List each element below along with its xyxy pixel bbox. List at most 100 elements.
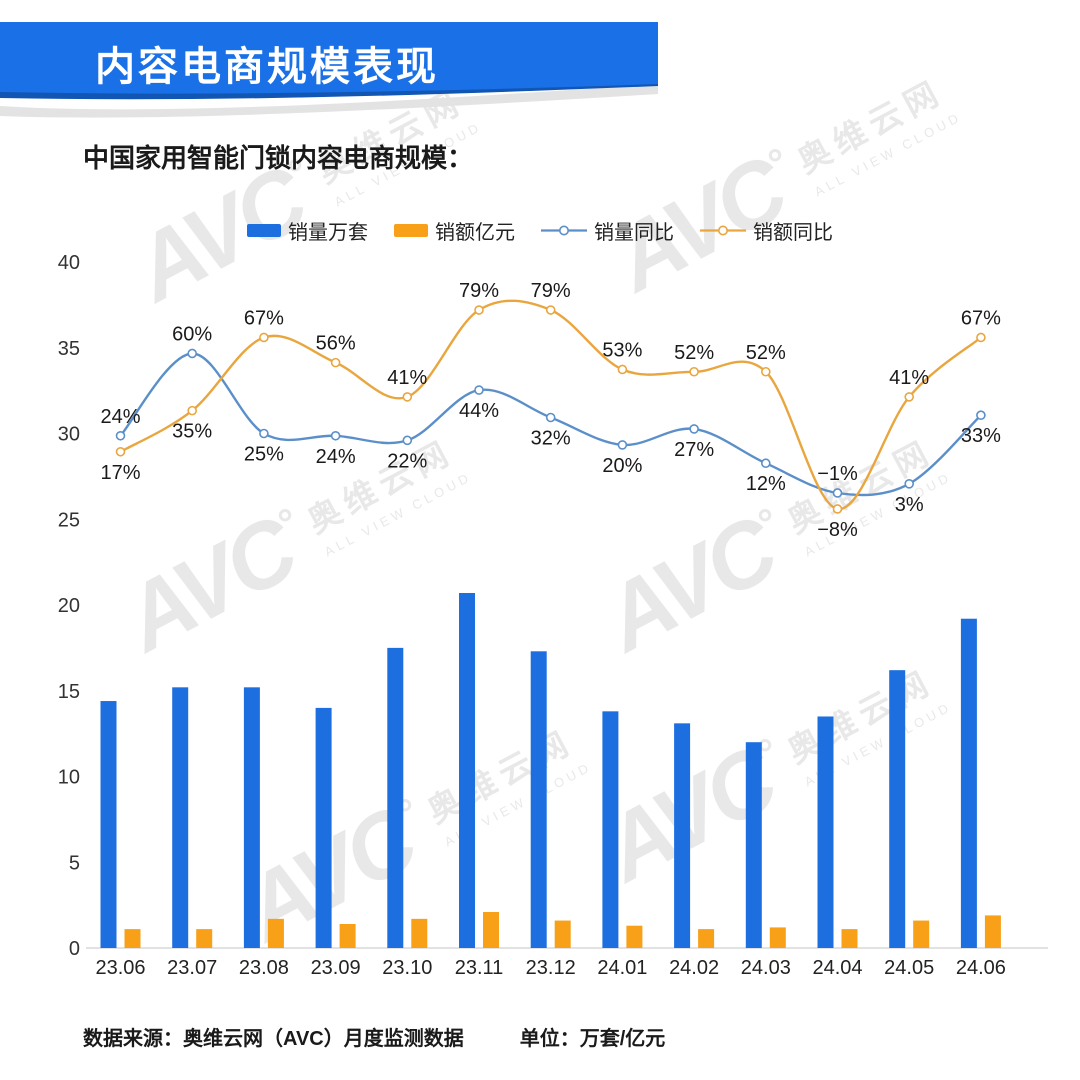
bar (100, 701, 117, 948)
combo-chart: 0 5 10 15 20 25 30 35 40 23.06 23.07 23.08 23.09 23.1… (58, 252, 1048, 979)
line-marker (832, 488, 843, 498)
line-data-label: 3% (895, 494, 924, 516)
legend-item-0: 销量万套 (247, 216, 368, 245)
line-marker (330, 430, 341, 441)
line-data-label: 35% (172, 421, 212, 443)
bar (554, 920, 571, 948)
line-data-label: 67% (244, 307, 284, 329)
line-marker (617, 440, 628, 450)
line-data-label: 32% (531, 427, 571, 449)
bar (267, 918, 284, 948)
y-tick-label: 10 (58, 767, 80, 789)
legend-bar-swatch (394, 224, 428, 237)
bar (745, 742, 762, 948)
line-data-label: 53% (602, 339, 642, 361)
line-data-label: 20% (602, 455, 642, 477)
x-tick-label: 24.04 (812, 957, 862, 979)
y-axis-ticks: 0 5 10 15 20 25 30 35 40 (58, 252, 80, 960)
line-data-label: 52% (746, 342, 786, 364)
bar (243, 687, 260, 948)
line-data-label: 41% (387, 367, 427, 389)
line-data-label: 67% (961, 307, 1001, 329)
bars-销额亿元 (124, 911, 1001, 948)
x-tick-label: 24.02 (669, 957, 719, 979)
line-marker (760, 458, 771, 469)
y-tick-label: 30 (58, 424, 80, 446)
line-marker (689, 424, 699, 434)
line-marker (689, 366, 699, 377)
line-data-label: −8% (817, 519, 858, 541)
chart-area: 销量万套 销额亿元 销量同比 销额同比 0 5 10 15 20 25 30 35 40 23.06 23… (0, 192, 1080, 992)
line-data-label: 27% (674, 439, 714, 461)
bar (530, 651, 547, 948)
line-data-label: 44% (459, 400, 499, 422)
line-marker (904, 392, 915, 402)
x-tick-label: 23.12 (526, 957, 576, 979)
line-marker (617, 364, 628, 375)
x-tick-label: 23.10 (382, 957, 432, 979)
x-tick-label: 24.05 (884, 957, 934, 979)
bars-销量万套 (100, 592, 977, 948)
bar (698, 929, 715, 948)
bar (913, 920, 930, 948)
line-marker (115, 430, 126, 441)
legend-item-1: 销额亿元 (394, 216, 515, 245)
line-marker (474, 305, 484, 315)
chart-subtitle: 中国家用智能门锁内容电商规模： (83, 143, 474, 173)
line-marker (545, 412, 556, 423)
legend-bar-swatch (247, 224, 281, 237)
line-data-label: 24% (316, 446, 356, 468)
bar (626, 925, 643, 948)
line-data-label: 79% (459, 280, 499, 302)
bar (889, 670, 906, 948)
line-marker (976, 332, 986, 343)
footer: 数据来源：奥维云网（AVC）月度监测数据 单位：万套/亿元 (83, 1022, 665, 1051)
bar (817, 716, 834, 948)
bar (602, 711, 619, 948)
line-销额同比: 17% 35% 67% 56% 41% 79% 79% 53% 52% 52% −8% 41% 67% (100, 280, 1001, 541)
bar (196, 929, 213, 948)
line-销量同比: 24% 60% 25% 24% 22% 44% 32% 20% 27% 12% −1% 3% 33% (100, 323, 1001, 515)
line-data-label: 79% (531, 280, 571, 302)
line-data-label: 22% (387, 450, 427, 472)
bar (960, 618, 977, 948)
line-data-label: 52% (674, 342, 714, 364)
y-tick-label: 5 (69, 852, 80, 874)
bar (483, 911, 499, 948)
line-data-label: 12% (746, 473, 786, 495)
bar (124, 929, 141, 948)
chart-legend: 销量万套 销额亿元 销量同比 销额同比 (0, 216, 1080, 245)
x-tick-label: 23.09 (311, 957, 361, 979)
line-marker (187, 405, 197, 416)
page-title: 内容电商规模表现 (95, 45, 439, 89)
line-marker (760, 366, 771, 377)
bar (315, 707, 332, 948)
line-data-label: 24% (100, 406, 140, 428)
bar (387, 647, 404, 948)
legend-item-3: 销额同比 (700, 216, 833, 245)
bar (984, 915, 1001, 948)
y-tick-label: 15 (58, 681, 80, 703)
line-data-label: 41% (889, 367, 929, 389)
x-axis-labels: 23.06 23.07 23.08 23.09 23.10 23.11 23.12 24.01… (95, 957, 1005, 979)
line-marker (474, 385, 484, 395)
line-marker (402, 392, 413, 402)
legend-line-swatch (541, 225, 587, 236)
legend-line-swatch (700, 225, 746, 236)
line-marker (904, 479, 915, 489)
line-marker (402, 435, 413, 446)
y-tick-label: 25 (58, 509, 80, 531)
line-data-label: 33% (961, 425, 1001, 447)
line-marker (976, 410, 986, 421)
x-tick-label: 23.07 (167, 957, 217, 979)
bar (459, 592, 475, 948)
bar (841, 929, 858, 948)
data-source-label: 数据来源：奥维云网（AVC）月度监测数据 (83, 1028, 464, 1050)
legend-item-2: 销量同比 (541, 216, 674, 245)
title-banner: 内容电商规模表现 (0, 22, 700, 118)
bar (674, 723, 691, 948)
line-data-label: 25% (244, 443, 284, 465)
y-tick-label: 0 (69, 938, 80, 960)
banner-shape (0, 22, 658, 118)
